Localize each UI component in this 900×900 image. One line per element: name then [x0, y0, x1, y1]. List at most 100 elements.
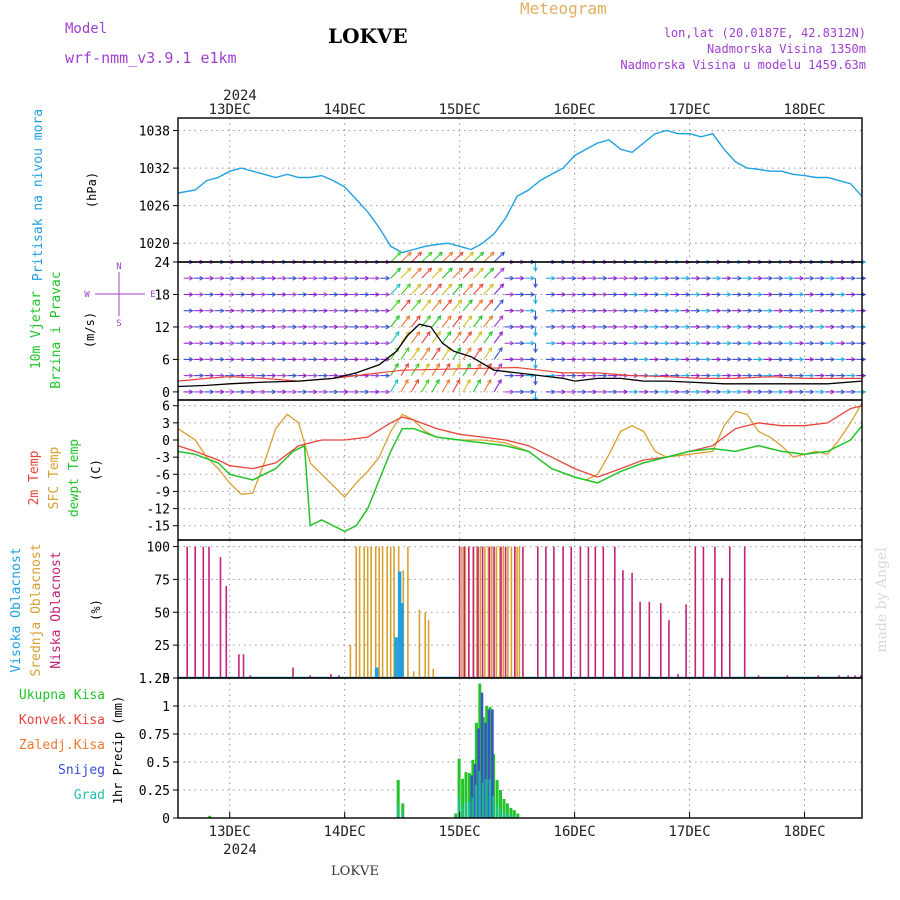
wind-arrow-head — [188, 292, 194, 297]
wind-arrow-head — [199, 389, 205, 395]
wind-arrow-head — [726, 389, 732, 395]
wind-arrow — [400, 315, 411, 328]
precip-legend-total: Ukupna Kisa — [19, 688, 105, 703]
wind-arrow-head — [261, 389, 267, 395]
wind-arrow-head — [396, 251, 402, 257]
svg-text:(hPa): (hPa) — [85, 172, 99, 208]
wind-arrow-head — [737, 292, 743, 297]
precip-grad-bar — [457, 797, 460, 818]
wind-arrow-head — [851, 389, 856, 395]
wind-arrow — [441, 283, 453, 295]
wind-arrow-head — [313, 292, 318, 297]
wind-arrow-head — [487, 378, 492, 384]
wind-arrow-head — [675, 324, 681, 330]
wind-arrow-head — [799, 357, 805, 362]
wind-arrow-head — [747, 340, 753, 346]
wind-arrow-head — [747, 357, 753, 362]
wind-arrow — [452, 251, 464, 263]
wind-arrow — [421, 283, 432, 295]
precip-total-bar — [468, 773, 471, 818]
y-tick-label: 50 — [154, 606, 170, 621]
wind-arrow-head — [623, 308, 629, 314]
wind-arrow-head — [395, 299, 401, 305]
wind-arrow-head — [820, 275, 825, 281]
wind-arrow-head — [509, 389, 515, 395]
wind-arrow-head — [497, 378, 502, 384]
station-title: LOKVE — [328, 24, 408, 48]
wind-arrow-head — [292, 373, 298, 379]
wind-arrow-head — [394, 362, 399, 368]
wind-arrow-head — [789, 324, 794, 330]
wind-arrow-head — [375, 340, 381, 346]
wind-arrow — [483, 347, 493, 360]
wind-arrow-head — [466, 378, 471, 384]
wind-arrow-head — [240, 357, 246, 362]
wind-arrow-head — [375, 308, 381, 314]
wind-arrow-head — [271, 292, 277, 297]
wind-arrow-head — [261, 308, 267, 314]
model-elevation-label: Nadmorska Visina u modelu 1459.63m — [620, 58, 866, 72]
wind-arrow-head — [613, 340, 618, 346]
precip-grad-bar — [464, 801, 467, 818]
wind-arrow-head — [716, 373, 722, 379]
precip-unit: 1hr Precip (mm) — [111, 696, 125, 804]
wind-arrow-head — [789, 308, 794, 314]
precip-total-bar — [512, 810, 516, 818]
wind-arrow-head — [592, 324, 598, 330]
wind-arrow-head — [364, 308, 370, 314]
wind-arrow-head — [551, 389, 556, 395]
wind-arrow-head — [654, 357, 660, 362]
wind-arrow-head — [737, 275, 743, 281]
year-top: 2024 — [223, 88, 257, 104]
wind-arrow-head — [675, 340, 681, 346]
wind-arrow-head — [364, 292, 370, 297]
wind-arrow-head — [675, 275, 681, 281]
wind-arrow-head — [509, 357, 515, 362]
wind-arrow-head — [199, 373, 205, 379]
wind-arrow-head — [292, 275, 298, 281]
high-cloud-bar — [394, 637, 398, 678]
wind-arrow-head — [476, 378, 481, 384]
precip-total-bar — [208, 815, 212, 818]
wind-arrow-head — [499, 299, 504, 305]
bottom-time-ticks: 13DEC 14DEC 15DEC 16DEC 17DEC 18DEC — [209, 812, 826, 840]
wind-arrow-head — [354, 275, 360, 281]
wind-arrow — [410, 379, 419, 393]
wind-arrow-head — [571, 357, 577, 362]
wind-arrow-head — [809, 373, 815, 379]
wind-arrow-head — [561, 340, 567, 346]
wind-arrow-head — [302, 373, 308, 379]
wind-arrow-head — [230, 357, 236, 362]
wind-arrow-head — [592, 292, 598, 297]
wind-arrow-head — [623, 324, 629, 330]
wind-arrow-head — [209, 357, 215, 362]
wind-arrow-head — [271, 389, 277, 395]
wind-arrow-head — [809, 389, 815, 395]
wind-arrow-head — [448, 267, 453, 273]
wind-arrow-head — [533, 299, 538, 305]
wind-arrow-head — [478, 283, 484, 289]
y-tick-label: 100 — [147, 541, 170, 556]
y-tick-label: 3 — [162, 417, 170, 432]
wind-arrow-head — [220, 308, 225, 314]
wind-arrow-head — [613, 292, 618, 297]
wind-arrow-head — [685, 308, 691, 314]
wind-arrow-head — [530, 389, 536, 395]
wind-arrow-head — [364, 389, 370, 395]
wind-arrow-head — [425, 378, 430, 384]
wind-arrow-head — [230, 389, 236, 395]
svg-text:Pritisak na nivou mora: Pritisak na nivou mora — [31, 109, 46, 281]
wind-arrow-head — [861, 275, 867, 281]
precip-grad-bar — [505, 812, 508, 818]
wind-arrow-head — [520, 373, 525, 379]
wind-arrow-head — [758, 292, 763, 297]
wind-arrow-head — [271, 340, 277, 346]
wind-arrow-head — [840, 292, 846, 297]
wind-arrow-head — [456, 378, 461, 384]
wind-arrow-head — [489, 283, 494, 289]
wind-arrow-head — [799, 308, 805, 314]
wind-compass: N W E S — [84, 262, 155, 329]
wind-arrow-head — [789, 340, 794, 346]
bottom-tick-label: 13DEC — [209, 824, 251, 840]
wind-arrow — [473, 251, 484, 263]
